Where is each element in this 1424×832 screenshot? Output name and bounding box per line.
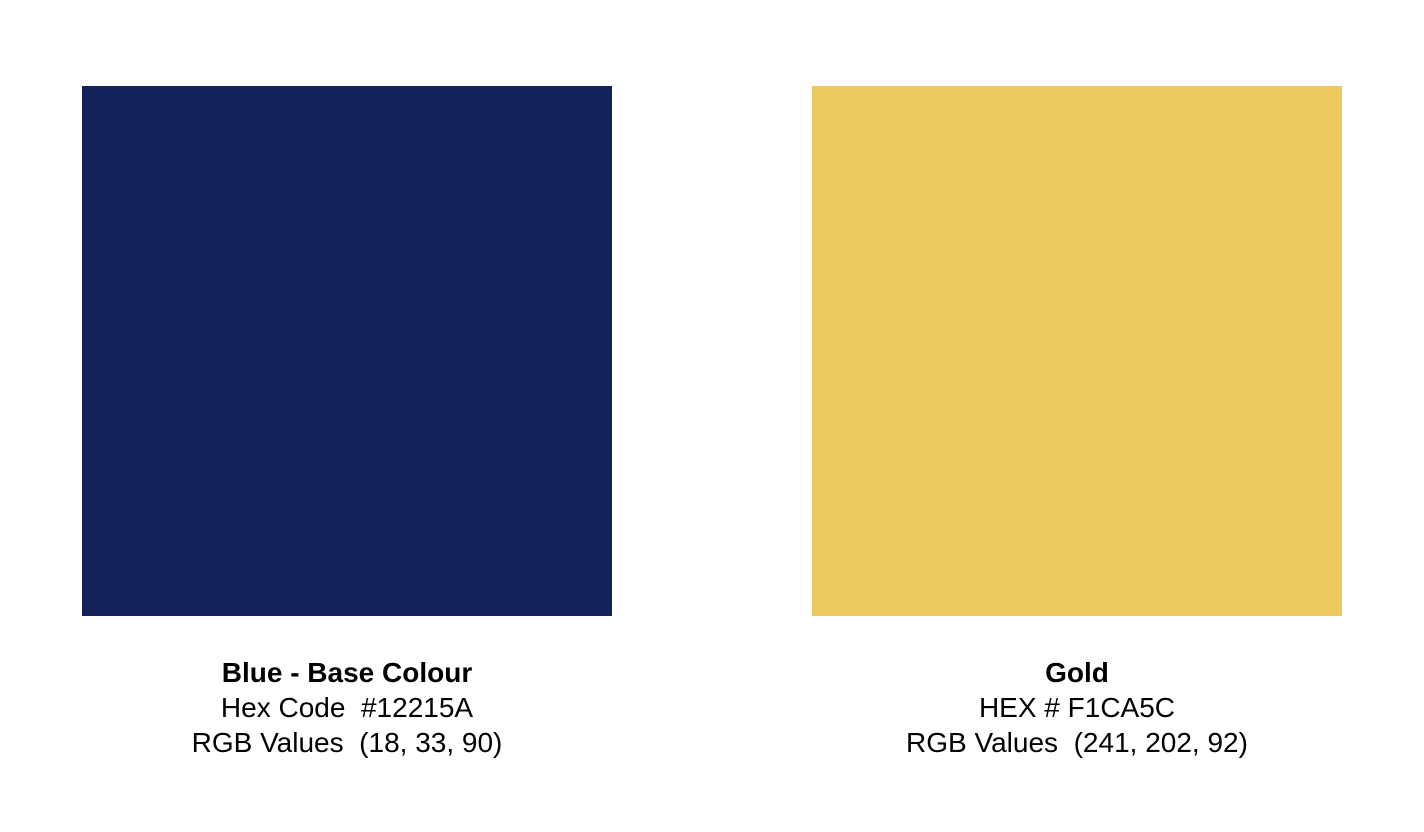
hex-code: HEX # F1CA5C (978, 692, 1176, 723)
rgb-values: RGB Values (241, 202, 92) (906, 727, 1248, 758)
color-name: Blue - Base Colour (221, 657, 473, 688)
color-swatch (812, 86, 1342, 616)
swatch-caption: Gold HEX # F1CA5C RGB Values (241, 202, 92… (777, 655, 1377, 760)
swatch-caption: Blue - Base Colour Hex Code #12215A RGB Va… (47, 655, 647, 760)
hex-code: Hex Code #12215A (220, 692, 474, 723)
color-name: Gold (1045, 657, 1109, 688)
color-swatch (82, 86, 612, 616)
rgb-values: RGB Values (18, 33, 90) (191, 727, 503, 758)
